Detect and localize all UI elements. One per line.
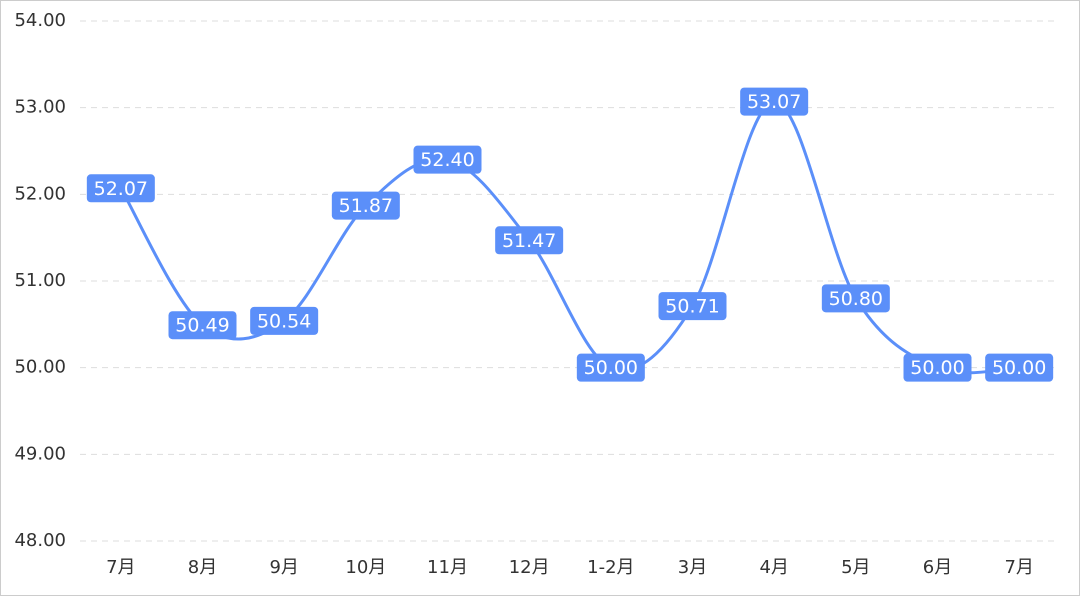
x-tick-label: 4月 (759, 557, 788, 578)
y-tick-label: 48.00 (14, 530, 66, 551)
data-label-box (413, 145, 482, 174)
x-tick-label: 6月 (923, 557, 952, 578)
x-tick-label: 7月 (106, 557, 135, 578)
data-label-box (495, 226, 564, 255)
data-label: 50.71 (665, 296, 719, 318)
y-tick-label: 51.00 (14, 270, 66, 291)
y-tick-label: 52.00 (14, 183, 66, 204)
data-label: 50.49 (175, 315, 229, 337)
x-tick-label: 12月 (509, 557, 550, 578)
data-label: 52.40 (420, 149, 474, 171)
data-label-box (86, 174, 155, 203)
data-label-box (903, 353, 972, 382)
data-label: 50.80 (829, 288, 883, 310)
data-label: 53.07 (747, 91, 801, 113)
data-label: 50.00 (992, 357, 1046, 379)
x-tick-label: 1-2月 (587, 557, 634, 578)
x-tick-label: 7月 (1004, 557, 1033, 578)
data-label: 50.00 (910, 357, 964, 379)
x-tick-label: 5月 (841, 557, 870, 578)
x-tick-label: 8月 (188, 557, 217, 578)
data-label: 52.07 (94, 178, 148, 200)
y-tick-label: 50.00 (14, 357, 66, 378)
data-label-box (658, 292, 727, 321)
data-label: 51.47 (502, 230, 556, 252)
data-label: 51.87 (339, 195, 393, 217)
y-tick-label: 54.00 (14, 10, 66, 31)
x-tick-label: 3月 (678, 557, 707, 578)
data-label-box (331, 191, 400, 220)
y-tick-label: 53.00 (14, 97, 66, 118)
data-label: 50.54 (257, 310, 311, 332)
data-label-box (985, 353, 1054, 382)
data-label-box (168, 311, 237, 340)
data-label-box (740, 87, 809, 116)
data-label-box (250, 306, 319, 335)
data-label-box (576, 353, 645, 382)
data-label: 50.00 (584, 357, 638, 379)
x-tick-label: 10月 (345, 557, 386, 578)
data-label-box (821, 284, 890, 313)
x-tick-label: 9月 (269, 557, 298, 578)
y-tick-label: 49.00 (14, 443, 66, 464)
x-tick-label: 11月 (427, 557, 468, 578)
